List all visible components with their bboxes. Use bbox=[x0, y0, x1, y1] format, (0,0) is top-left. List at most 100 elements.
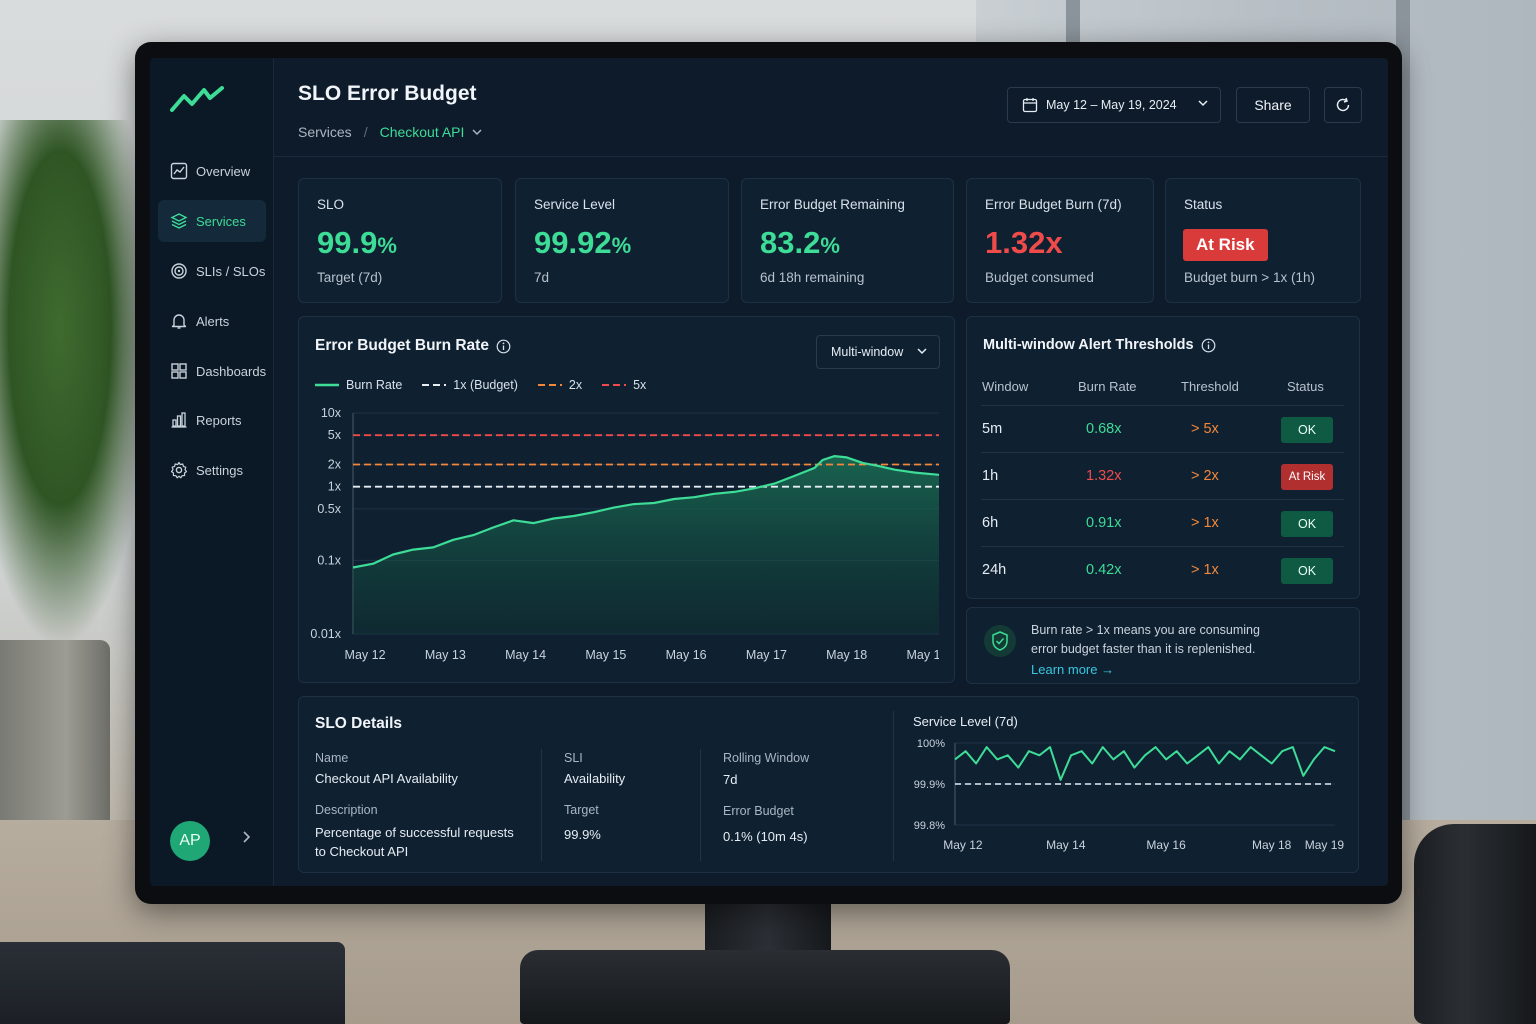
y-tick-label: 10x bbox=[321, 407, 342, 420]
shield-check-icon bbox=[984, 625, 1016, 657]
date-range-picker[interactable]: May 12 – May 19, 2024 bbox=[1007, 87, 1221, 123]
header-divider bbox=[274, 156, 1388, 157]
panel-title: Multi-window Alert Thresholds bbox=[983, 337, 1216, 353]
x-tick-label: May 15 bbox=[585, 648, 626, 662]
share-button[interactable]: Share bbox=[1236, 87, 1310, 123]
breadcrumb-current[interactable]: Checkout API bbox=[380, 124, 483, 140]
layers-icon bbox=[170, 213, 188, 229]
stat-card-budget-burn: Error Budget Burn (7d) 1.32x Budget cons… bbox=[966, 178, 1154, 303]
info-icon[interactable] bbox=[496, 339, 511, 354]
column-header: Threshold bbox=[1181, 379, 1239, 394]
stat-label: Service Level bbox=[534, 197, 616, 212]
cell-threshold: > 2x bbox=[1191, 468, 1219, 484]
x-tick-label: May 13 bbox=[425, 648, 466, 662]
stat-sub: Budget consumed bbox=[985, 270, 1094, 285]
chevron-down-icon bbox=[472, 129, 482, 136]
sidebar-item-services[interactable]: Services bbox=[158, 200, 266, 242]
sidebar: Overview Services SLIs / SLOs Alerts Das… bbox=[150, 58, 274, 886]
service-level-line bbox=[954, 746, 1336, 781]
info-icon[interactable] bbox=[1201, 338, 1216, 353]
cell-threshold: > 1x bbox=[1191, 562, 1219, 578]
y-tick-label: 99.8% bbox=[914, 820, 945, 832]
notebook bbox=[0, 942, 345, 1024]
sidebar-item-label: Services bbox=[196, 213, 246, 229]
sidebar-item-reports[interactable]: Reports bbox=[158, 399, 266, 441]
screen: Overview Services SLIs / SLOs Alerts Das… bbox=[150, 58, 1388, 886]
stat-card-slo: SLO 99.9% Target (7d) bbox=[298, 178, 502, 303]
service-level-chart: 100% 99.9% 99.8% May 12 May 14 May 16 May 18 Ma… bbox=[914, 738, 1345, 852]
breadcrumb-separator: / bbox=[363, 124, 368, 140]
refresh-icon bbox=[1336, 97, 1350, 112]
cell-burn-rate: 1.32x bbox=[1086, 468, 1122, 484]
divider bbox=[700, 749, 701, 861]
learn-more-link[interactable]: Learn more → bbox=[1031, 662, 1115, 677]
x-tick-label: May 12 bbox=[345, 648, 386, 662]
window-select-value: Multi-window bbox=[831, 345, 904, 359]
divider bbox=[893, 711, 894, 861]
avatar[interactable]: AP bbox=[170, 821, 210, 861]
y-tick-label: 0.5x bbox=[317, 502, 341, 516]
x-tick-label: May 19 bbox=[906, 648, 939, 662]
x-tick-label: May 12 bbox=[943, 838, 983, 852]
sidebar-item-label: Overview bbox=[196, 163, 251, 179]
stat-value: 1.32x bbox=[985, 225, 1063, 260]
panel-title: Error Budget Burn Rate bbox=[315, 337, 511, 355]
detail-value: Availability bbox=[564, 771, 626, 786]
status-badge: OK bbox=[1281, 558, 1333, 584]
cell-window: 5m bbox=[982, 421, 1003, 437]
main-content: SLO Error Budget Services / Checkout API… bbox=[274, 58, 1388, 886]
y-tick-label: 99.9% bbox=[914, 779, 945, 791]
stat-label: Error Budget Burn (7d) bbox=[985, 197, 1122, 212]
sidebar-item-label: Alerts bbox=[196, 313, 230, 329]
detail-label: Name bbox=[315, 751, 349, 765]
table-row[interactable]: 5m 0.68x > 5x OK bbox=[981, 405, 1344, 452]
chevron-right-icon[interactable] bbox=[242, 830, 252, 849]
y-tick-label: 0.1x bbox=[317, 553, 341, 567]
sidebar-item-alerts[interactable]: Alerts bbox=[158, 300, 266, 342]
detail-value: 0.1% (10m 4s) bbox=[723, 829, 808, 844]
monitor-stand-neck bbox=[705, 900, 831, 958]
sidebar-item-settings[interactable]: Settings bbox=[158, 449, 266, 491]
status-badge: At Risk bbox=[1281, 464, 1333, 490]
chart-legend: Burn Rate 1x (Budget) 2x 5x bbox=[315, 378, 646, 392]
detail-label: Description bbox=[315, 803, 378, 817]
column-header: Burn Rate bbox=[1078, 379, 1137, 394]
column-header: Status bbox=[1287, 379, 1324, 394]
thresholds-panel: Multi-window Alert Thresholds Window Bur… bbox=[966, 316, 1360, 599]
legend-item: 2x bbox=[537, 378, 583, 392]
x-tick-label: May 18 bbox=[826, 648, 867, 662]
stat-value: 99.9% bbox=[317, 225, 397, 260]
stat-sub: Budget burn > 1x (1h) bbox=[1184, 270, 1315, 285]
x-tick-label: May 18 bbox=[1252, 838, 1292, 852]
detail-value: 7d bbox=[723, 772, 738, 787]
burn-rate-line bbox=[352, 455, 939, 569]
refresh-button[interactable] bbox=[1324, 87, 1362, 123]
stat-value: 83.2% bbox=[760, 225, 840, 260]
y-tick-label: 0.01x bbox=[310, 627, 341, 641]
breadcrumb-root[interactable]: Services bbox=[298, 124, 352, 140]
sidebar-item-overview[interactable]: Overview bbox=[158, 150, 266, 192]
chart-box-icon bbox=[170, 162, 188, 180]
table-row[interactable]: 6h 0.91x > 1x OK bbox=[981, 499, 1344, 546]
app-logo[interactable] bbox=[170, 84, 224, 121]
sidebar-item-dashboards[interactable]: Dashboards bbox=[158, 350, 266, 392]
y-tick-label: 5x bbox=[328, 428, 342, 442]
calendar-icon bbox=[1022, 98, 1038, 113]
table-row[interactable]: 24h 0.42x > 1x OK bbox=[981, 546, 1344, 593]
bell-icon bbox=[171, 314, 187, 329]
cell-threshold: > 5x bbox=[1191, 421, 1219, 437]
stat-card-budget-remaining: Error Budget Remaining 83.2% 6d 18h rema… bbox=[741, 178, 954, 303]
sidebar-item-label: Reports bbox=[196, 412, 242, 428]
grid-icon bbox=[171, 363, 187, 379]
cell-burn-rate: 0.42x bbox=[1086, 562, 1122, 578]
sidebar-item-label: SLIs / SLOs bbox=[196, 263, 266, 279]
window-select[interactable]: Multi-window bbox=[816, 335, 940, 369]
burn-rate-info-note: Burn rate > 1x means you are consuming e… bbox=[966, 607, 1360, 684]
sidebar-item-slis-slos[interactable]: SLIs / SLOs bbox=[158, 250, 266, 292]
x-tick-label: May 19 bbox=[1305, 838, 1345, 852]
table-row[interactable]: 1h 1.32x > 2x At Risk bbox=[981, 452, 1344, 499]
status-badge: At Risk bbox=[1183, 229, 1268, 261]
stat-value: 99.92% bbox=[534, 225, 632, 260]
gear-icon bbox=[170, 461, 188, 479]
detail-value: Percentage of successful requests to Che… bbox=[315, 825, 514, 859]
